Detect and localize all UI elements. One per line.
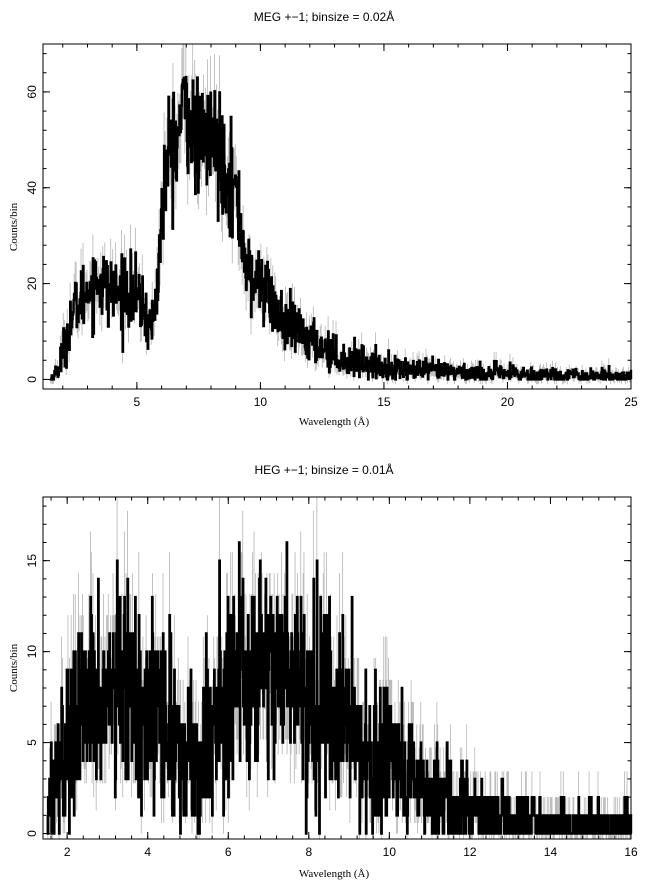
- meg-y-axis-label: Counts/bin: [8, 202, 20, 251]
- x-tick-label: 16: [624, 845, 638, 859]
- meg-panel: MEG +−1; binsize = 0.02Å 5 10 15 20 25 0 20 40 6…: [8, 9, 638, 428]
- heg-x-axis-label: Wavelength (Å): [299, 868, 370, 880]
- y-tick-label: 0: [25, 376, 39, 383]
- y-tick-label: 0: [25, 830, 39, 837]
- x-tick-label: 8: [305, 845, 312, 859]
- y-tick-label: 15: [25, 554, 39, 568]
- x-tick-label: 20: [501, 395, 515, 409]
- heg-plot-frame: [42, 496, 632, 840]
- x-tick-label: 6: [225, 845, 232, 859]
- y-tick-label: 60: [25, 85, 39, 99]
- y-tick-label: 40: [25, 181, 39, 195]
- meg-error-bars: [50, 44, 631, 385]
- meg-plot-frame: [42, 43, 632, 390]
- heg-panel-title: HEG +−1; binsize = 0.01Å: [254, 462, 393, 477]
- x-tick-label: 2: [64, 845, 71, 859]
- meg-x-axis-label: Wavelength (Å): [299, 416, 370, 428]
- x-tick-label: 25: [624, 395, 638, 409]
- x-tick-label: 10: [383, 845, 397, 859]
- meg-spectrum-line: [49, 75, 633, 381]
- y-tick-label: 5: [25, 739, 39, 746]
- x-tick-label: 15: [377, 395, 391, 409]
- y-tick-label: 10: [25, 645, 39, 659]
- heg-y-axis-label: Counts/bin: [8, 643, 20, 692]
- x-tick-label: 4: [144, 845, 151, 859]
- meg-axis-ticks: 5 10 15 20 25 0 20 40 60: [25, 44, 638, 409]
- y-tick-label: 20: [25, 277, 39, 291]
- meg-panel-title: MEG +−1; binsize = 0.02Å: [254, 9, 394, 24]
- heg-panel: HEG +−1; binsize = 0.01Å 2 4 6 8 10 12 14 16 0 5 1…: [8, 462, 638, 880]
- x-tick-label: 5: [134, 395, 141, 409]
- heg-spectrum-line: [46, 541, 633, 835]
- x-tick-label: 12: [463, 845, 477, 859]
- heg-axis-ticks: 2 4 6 8 10 12 14 16 0 5 10 15: [25, 497, 638, 859]
- x-tick-label: 10: [254, 395, 268, 409]
- x-tick-label: 14: [544, 845, 558, 859]
